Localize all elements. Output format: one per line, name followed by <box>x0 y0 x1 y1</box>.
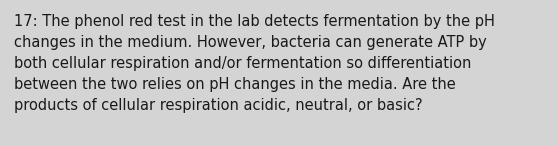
Text: changes in the medium. However, bacteria can generate ATP by: changes in the medium. However, bacteria… <box>14 35 487 50</box>
Text: both cellular respiration and/or fermentation so differentiation: both cellular respiration and/or ferment… <box>14 56 472 71</box>
Text: products of cellular respiration acidic, neutral, or basic?: products of cellular respiration acidic,… <box>14 98 422 113</box>
Text: between the two relies on pH changes in the media. Are the: between the two relies on pH changes in … <box>14 77 456 92</box>
Text: 17: The phenol red test in the lab detects fermentation by the pH: 17: The phenol red test in the lab detec… <box>14 14 495 29</box>
